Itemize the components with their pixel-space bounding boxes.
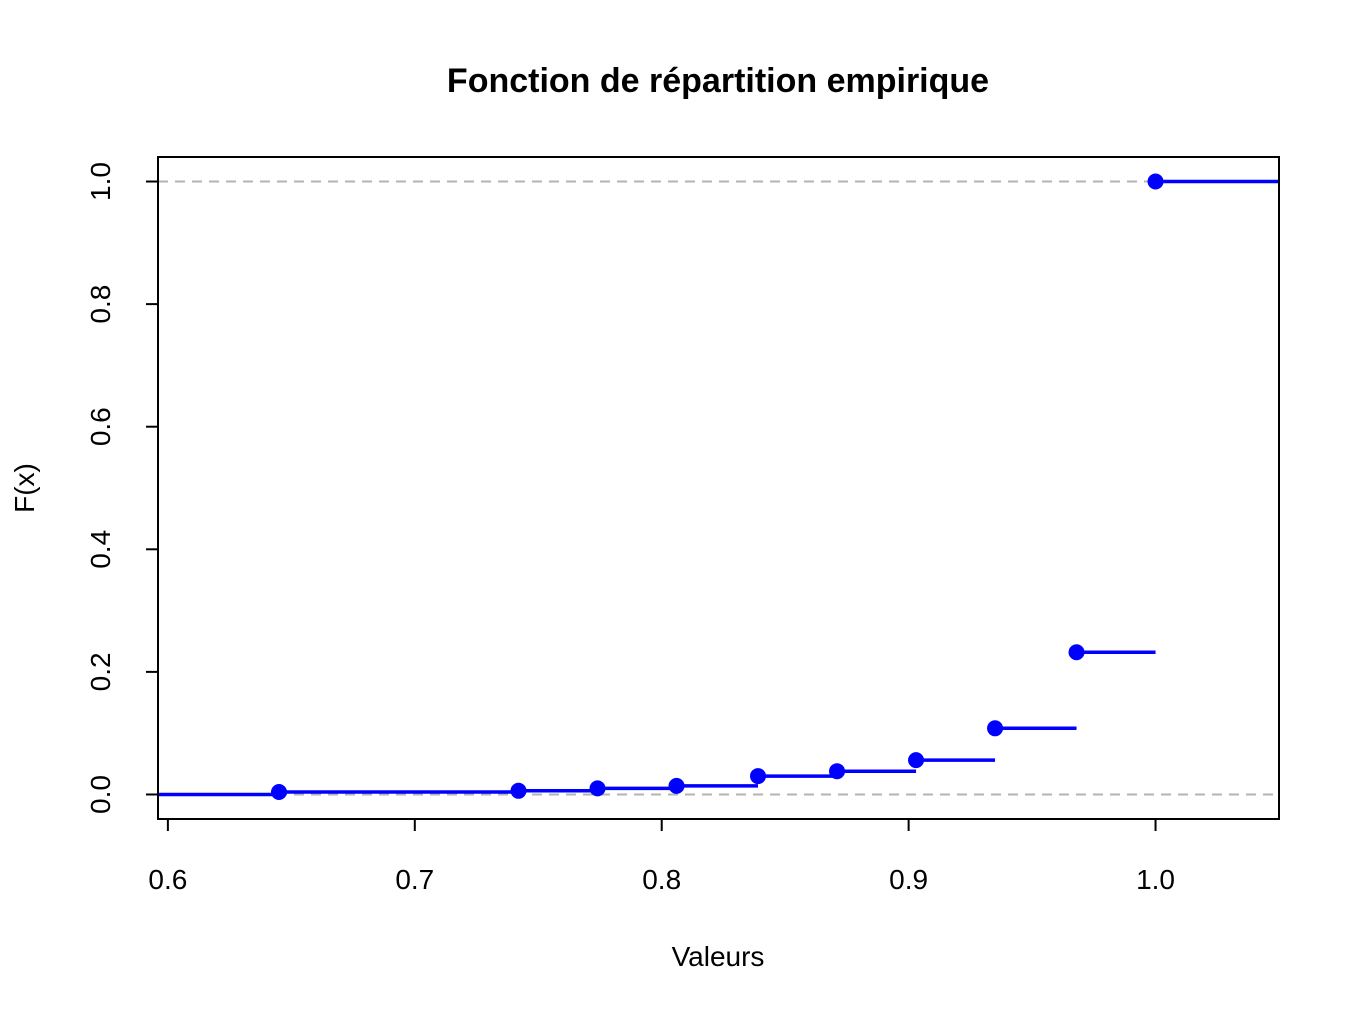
x-tick-label: 0.8 xyxy=(642,864,681,895)
x-tick-label: 0.9 xyxy=(889,864,928,895)
data-point xyxy=(987,720,1004,737)
data-point xyxy=(1147,173,1164,190)
y-tick-label: 0.0 xyxy=(85,775,116,814)
data-point xyxy=(829,763,846,780)
data-point xyxy=(1068,644,1085,661)
x-tick-label: 0.6 xyxy=(148,864,187,895)
y-tick-label: 0.4 xyxy=(85,530,116,569)
y-tick-label: 0.8 xyxy=(85,285,116,324)
y-tick-label: 0.6 xyxy=(85,407,116,446)
plot-frame xyxy=(157,156,1280,820)
data-point xyxy=(510,782,527,799)
data-point xyxy=(750,768,767,785)
data-point xyxy=(908,752,925,769)
x-axis-label: Valeurs xyxy=(672,941,765,972)
y-axis-label: F(x) xyxy=(9,463,40,513)
y-tick-label: 0.2 xyxy=(85,652,116,691)
data-point xyxy=(589,780,606,797)
chart-title: Fonction de répartition empirique xyxy=(447,62,989,100)
x-tick-label: 1.0 xyxy=(1136,864,1175,895)
data-point xyxy=(668,777,685,794)
reference-lines xyxy=(158,180,1279,796)
y-axis: 0.0 0.2 0.4 0.6 0.8 1.0 xyxy=(85,162,159,814)
data-points xyxy=(270,173,1164,801)
x-axis: 0.6 0.7 0.8 0.9 1.0 xyxy=(148,818,1175,895)
step-segments xyxy=(158,179,1279,797)
data-point xyxy=(270,784,287,801)
y-tick-label: 1.0 xyxy=(85,162,116,201)
x-tick-label: 0.7 xyxy=(395,864,434,895)
